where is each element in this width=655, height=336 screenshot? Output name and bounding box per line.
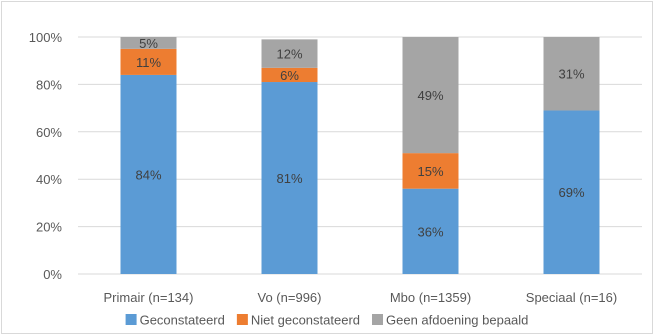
bar-segment	[543, 110, 600, 274]
y-tick-label: 20%	[36, 220, 62, 235]
legend: Geconstateerd Niet geconstateerd Geen afdo…	[125, 313, 528, 328]
legend-item: Geen afdoening bepaald	[372, 313, 528, 328]
bar-segment	[402, 188, 459, 274]
data-label: 15%	[417, 164, 443, 179]
y-tick-label: 60%	[36, 125, 62, 140]
bar-segment	[261, 67, 318, 83]
legend-item: Niet geconstateerd	[236, 313, 360, 328]
legend-swatch	[372, 314, 383, 325]
x-category-label: Speciaal (n=16)	[526, 290, 617, 305]
y-tick-label: 40%	[36, 172, 62, 187]
data-label: 11%	[136, 55, 161, 70]
data-label: 36%	[417, 224, 443, 239]
y-tick-label: 100%	[29, 30, 63, 45]
data-label: 5%	[139, 36, 158, 51]
x-category-label: Mbo (n=1359)	[390, 290, 471, 305]
x-category-label: Primair (n=134)	[104, 290, 194, 305]
y-tick-label: 80%	[36, 77, 62, 92]
legend-label: Geen afdoening bepaald	[386, 313, 528, 328]
y-tick-label: 0%	[43, 267, 62, 282]
legend-swatch	[236, 314, 248, 325]
data-label: 6%	[280, 68, 299, 83]
bars: 84% 11% 5% 81% 6% 12% 36% 15% 49% 69% 31%	[120, 36, 600, 274]
data-label: 12%	[276, 47, 302, 62]
legend-label: Geconstateerd	[140, 313, 225, 328]
data-label: 69%	[558, 185, 584, 200]
bar-segment	[543, 37, 600, 111]
bar-segment	[261, 39, 318, 68]
bar-segment	[261, 82, 318, 274]
y-axis-tick-labels: 0% 20% 40% 60% 80% 100%	[29, 30, 63, 282]
legend-label: Niet geconstateerd	[251, 313, 360, 328]
bar-segment	[120, 37, 177, 49]
data-label: 81%	[276, 171, 302, 186]
data-label: 84%	[135, 167, 161, 182]
x-category-label: Vo (n=996)	[258, 290, 322, 305]
bar-segment	[402, 153, 459, 189]
bar-segment	[120, 48, 177, 75]
x-axis-category-labels: Primair (n=134) Vo (n=996) Mbo (n=1359) Spe…	[104, 290, 618, 305]
legend-swatch	[125, 314, 137, 325]
bar-segment	[402, 37, 459, 154]
data-label: 31%	[558, 67, 584, 82]
bar-segment	[120, 74, 177, 274]
data-label: 49%	[417, 88, 443, 103]
legend-item: Geconstateerd	[125, 313, 225, 328]
